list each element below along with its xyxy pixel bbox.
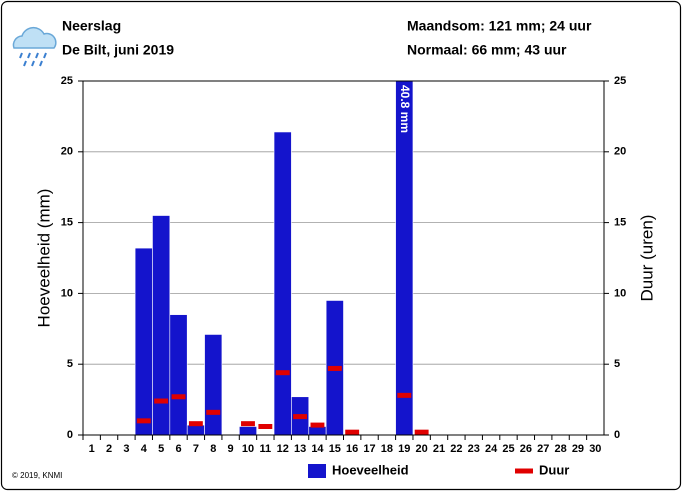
bar xyxy=(204,334,223,435)
duration-marker xyxy=(206,409,221,415)
y-tick-label: 25 xyxy=(61,75,73,87)
duration-marker xyxy=(397,392,412,398)
x-tick-label: 6 xyxy=(175,443,181,455)
x-tick-label: 18 xyxy=(381,443,393,455)
duration-marker xyxy=(275,370,290,376)
duration-marker xyxy=(327,365,342,371)
x-tick-label: 11 xyxy=(260,443,272,455)
duration-marker xyxy=(293,414,308,420)
x-tick-label: 1 xyxy=(89,443,95,455)
x-tick-label: 9 xyxy=(228,443,234,455)
x-tick-label: 26 xyxy=(520,443,532,455)
duration-marker xyxy=(258,424,273,430)
y2-axis-label: Duur (uren) xyxy=(637,215,656,302)
legend-swatch xyxy=(308,464,326,478)
bar xyxy=(134,247,153,435)
bar xyxy=(169,314,188,435)
x-tick-label: 21 xyxy=(433,443,445,455)
x-tick-label: 29 xyxy=(572,443,584,455)
x-tick-label: 12 xyxy=(277,443,289,455)
y2-tick-label: 25 xyxy=(614,75,626,87)
y2-tick-label: 0 xyxy=(614,429,620,441)
x-tick-label: 19 xyxy=(398,443,410,455)
y2-tick-label: 20 xyxy=(614,146,626,158)
annotation: Maandsom: 121 mm; 24 uur xyxy=(407,18,592,34)
bar xyxy=(308,426,327,435)
duration-marker xyxy=(171,394,186,400)
x-tick-label: 20 xyxy=(416,443,428,455)
x-tick-label: 8 xyxy=(210,443,216,455)
duration-marker xyxy=(345,429,360,435)
y2-tick-label: 15 xyxy=(614,217,626,229)
plot xyxy=(134,81,429,435)
x-tick-label: 4 xyxy=(141,443,148,455)
duration-marker xyxy=(414,429,429,435)
bar xyxy=(186,424,205,435)
y-tick-label: 15 xyxy=(61,217,73,229)
legend-label: Hoeveelheid xyxy=(332,462,409,477)
legend-swatch xyxy=(515,468,533,474)
y-tick-label: 20 xyxy=(61,146,73,158)
legend-label: Duur xyxy=(539,462,569,477)
x-tick-label: 27 xyxy=(537,443,549,455)
chart-subtitle: De Bilt, juni 2019 xyxy=(62,42,174,58)
x-tick-label: 2 xyxy=(106,443,112,455)
x-tick-label: 16 xyxy=(346,443,358,455)
duration-marker xyxy=(241,421,255,427)
x-tick-label: 7 xyxy=(193,443,199,455)
value-label: 40.8 mm xyxy=(398,85,412,133)
x-tick-label: 30 xyxy=(589,443,601,455)
y-tick-label: 10 xyxy=(61,287,73,299)
bar xyxy=(273,131,292,435)
bar xyxy=(239,426,257,435)
x-tick-label: 13 xyxy=(294,443,306,455)
x-tick-label: 28 xyxy=(554,443,566,455)
x-tick-label: 22 xyxy=(450,443,462,455)
x-tick-label: 10 xyxy=(242,443,254,455)
x-tick-label: 14 xyxy=(311,443,324,455)
duration-marker xyxy=(154,398,169,404)
x-tick-label: 5 xyxy=(158,443,164,455)
rain-icon xyxy=(12,26,57,67)
x-tick-label: 23 xyxy=(468,443,480,455)
plot-border xyxy=(82,80,605,436)
duration-marker xyxy=(136,418,151,424)
annotation: Normaal: 66 mm; 43 uur xyxy=(407,42,567,58)
y2-tick-label: 10 xyxy=(614,287,626,299)
y2-tick-label: 5 xyxy=(614,358,620,370)
x-tick-label: 24 xyxy=(485,443,498,455)
y-axis-label: Hoeveelheid (mm) xyxy=(34,189,53,328)
chart-title: Neerslag xyxy=(62,18,121,34)
duration-marker xyxy=(188,421,203,427)
duration-marker xyxy=(310,422,325,428)
x-tick-label: 15 xyxy=(329,443,341,455)
credit: © 2019, KNMI xyxy=(12,471,62,480)
x-tick-label: 17 xyxy=(363,443,375,455)
y-tick-label: 5 xyxy=(67,358,73,370)
bar xyxy=(395,81,414,435)
y-tick-label: 0 xyxy=(67,429,73,441)
x-tick-label: 25 xyxy=(502,443,514,455)
x-tick-label: 3 xyxy=(123,443,129,455)
